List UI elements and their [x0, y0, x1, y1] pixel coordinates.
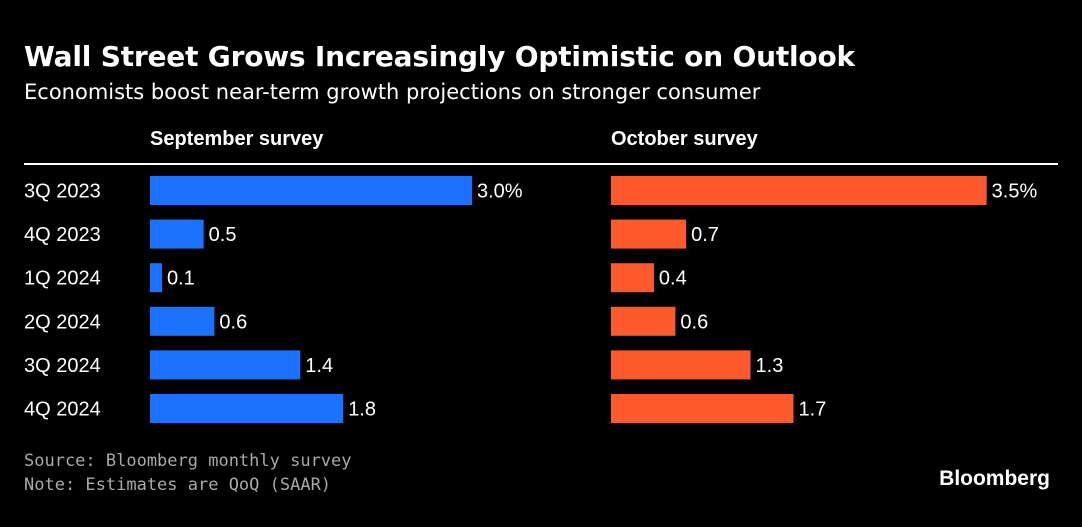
category-label: 2Q 2024: [24, 311, 101, 333]
bar-october: [611, 219, 687, 249]
estimate-note: Note: Estimates are QoQ (SAAR): [24, 475, 332, 495]
value-label-october: 1.3: [756, 355, 784, 377]
category-label: 4Q 2023: [24, 224, 101, 246]
value-label-october: 1.7: [798, 399, 826, 421]
bar-october: [611, 306, 676, 336]
bar-september: [150, 394, 344, 423]
chart-title: Wall Street Grows Increasingly Optimisti…: [24, 40, 855, 73]
bar-september: [150, 176, 472, 205]
category-label: 3Q 2023: [24, 181, 101, 203]
value-label-september: 0.5: [209, 224, 237, 246]
value-label-october: 3.5%: [992, 181, 1038, 203]
header-rule: [24, 163, 1058, 165]
value-label-september: 0.1: [167, 268, 195, 290]
value-label-september: 1.4: [305, 355, 333, 377]
bar-september: [150, 219, 204, 249]
bar-october: [611, 263, 654, 293]
bar-september: [150, 263, 162, 293]
category-label: 1Q 2024: [24, 268, 101, 290]
value-label-october: 0.7: [691, 224, 719, 246]
chart-subtitle: Economists boost near-term growth projec…: [24, 80, 761, 104]
value-label-september: 0.6: [219, 311, 247, 333]
value-label-september: 3.0%: [477, 181, 523, 203]
bar-october: [611, 350, 751, 380]
bloomberg-logo: Bloomberg: [939, 467, 1050, 490]
source-note: Source: Bloomberg monthly survey: [24, 451, 352, 471]
category-label: 4Q 2024: [24, 399, 101, 421]
panel-label-september: September survey: [150, 128, 324, 150]
bar-september: [150, 306, 215, 336]
panel-label-october: October survey: [611, 128, 758, 150]
value-label-september: 1.8: [348, 399, 376, 421]
bar-september: [150, 350, 301, 380]
value-label-october: 0.4: [659, 268, 687, 290]
bar-october: [611, 176, 987, 205]
bar-october: [611, 394, 794, 423]
value-label-october: 0.6: [680, 311, 708, 333]
category-label: 3Q 2024: [24, 355, 101, 377]
